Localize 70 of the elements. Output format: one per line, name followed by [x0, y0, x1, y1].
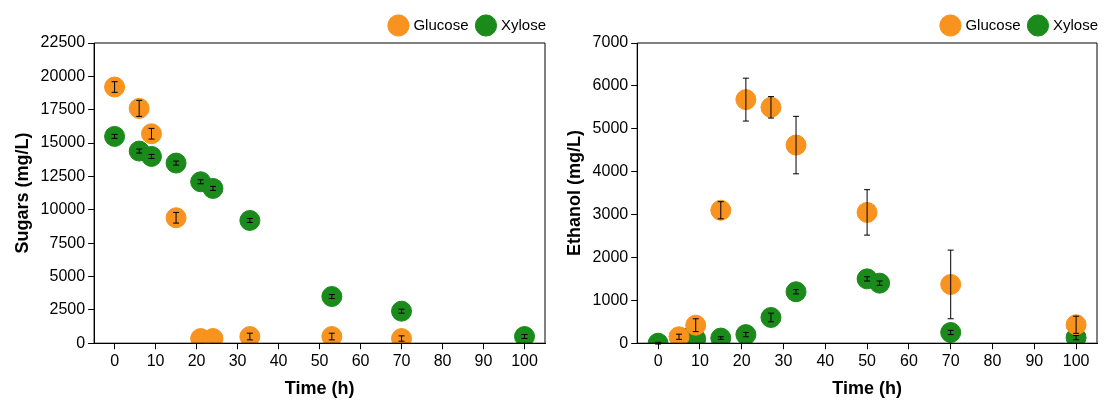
y-tick-label: 22500	[40, 33, 86, 51]
point	[735, 324, 757, 344]
y-tick-label: 12500	[40, 166, 86, 184]
y-tick-label: 2000	[592, 247, 629, 265]
x-tick-label: 0	[653, 352, 663, 370]
y-tick-label: 2500	[49, 300, 86, 318]
x-tick-label: 90	[474, 352, 493, 370]
point	[940, 273, 962, 295]
legend-label: Glucose	[965, 15, 1021, 33]
point	[668, 326, 690, 344]
x-tick-label: 80	[433, 352, 452, 370]
y-tick-label: 4000	[592, 162, 629, 180]
point	[869, 272, 891, 294]
x-tick-label: 20	[732, 352, 751, 370]
point	[165, 152, 187, 174]
point	[940, 321, 962, 343]
x-tick-label: 70	[392, 352, 411, 370]
x-tick-label: 40	[816, 352, 835, 370]
point	[140, 123, 162, 145]
point	[104, 125, 126, 147]
y-tick-label: 7500	[49, 233, 86, 251]
legend-label: Glucose	[413, 15, 469, 33]
point	[140, 145, 162, 167]
y-tick-label: 17500	[40, 100, 86, 118]
point	[685, 314, 707, 336]
point	[391, 300, 413, 322]
x-tick-label: 100	[1062, 352, 1090, 370]
y-tick-label: 6000	[592, 76, 629, 94]
y-axis-title: Ethanol (mg/L)	[563, 130, 584, 257]
y-axis-title: Sugars (mg/L)	[11, 132, 32, 254]
y-tick-label: 15000	[40, 133, 86, 151]
point	[104, 76, 126, 98]
point	[239, 209, 261, 231]
x-tick-label: 50	[310, 352, 329, 370]
point	[128, 97, 150, 119]
legend-label: Xylose	[1052, 15, 1099, 33]
y-tick-label: 3000	[592, 204, 629, 222]
x-tick-label: 80	[983, 352, 1002, 370]
x-tick-label: 10	[146, 352, 165, 370]
point	[760, 306, 782, 328]
x-tick-label: 100	[511, 352, 538, 370]
point	[321, 286, 343, 307]
x-tick-label: 0	[110, 352, 120, 370]
y-tick-label: 0	[76, 333, 86, 351]
y-tick-label: 20000	[40, 66, 86, 84]
point	[514, 326, 535, 344]
x-tick-label: 30	[228, 352, 247, 370]
x-tick-label: 40	[269, 352, 288, 370]
y-tick-label: 10000	[40, 200, 86, 218]
legend-label: Xylose	[500, 15, 547, 33]
x-tick-label: 60	[900, 352, 918, 370]
y-tick-label: 1000	[592, 290, 629, 308]
x-axis-title: Time (h)	[284, 378, 355, 399]
point	[785, 281, 807, 303]
x-tick-label: 70	[941, 352, 960, 370]
x-tick-label: 60	[351, 352, 370, 370]
point	[202, 177, 224, 199]
x-tick-label: 50	[858, 352, 877, 370]
point	[239, 326, 261, 344]
x-tick-label: 30	[774, 352, 793, 370]
x-tick-label: 20	[187, 352, 206, 370]
y-tick-label: 0	[619, 333, 629, 351]
y-tick-label: 7000	[592, 33, 629, 51]
x-tick-label: 10	[691, 352, 709, 370]
y-tick-label: 5000	[592, 119, 629, 137]
point	[321, 326, 343, 344]
x-tick-label: 90	[1025, 352, 1044, 370]
point	[710, 199, 732, 221]
x-axis-title: Time (h)	[832, 378, 902, 399]
y-tick-label: 5000	[49, 266, 86, 284]
